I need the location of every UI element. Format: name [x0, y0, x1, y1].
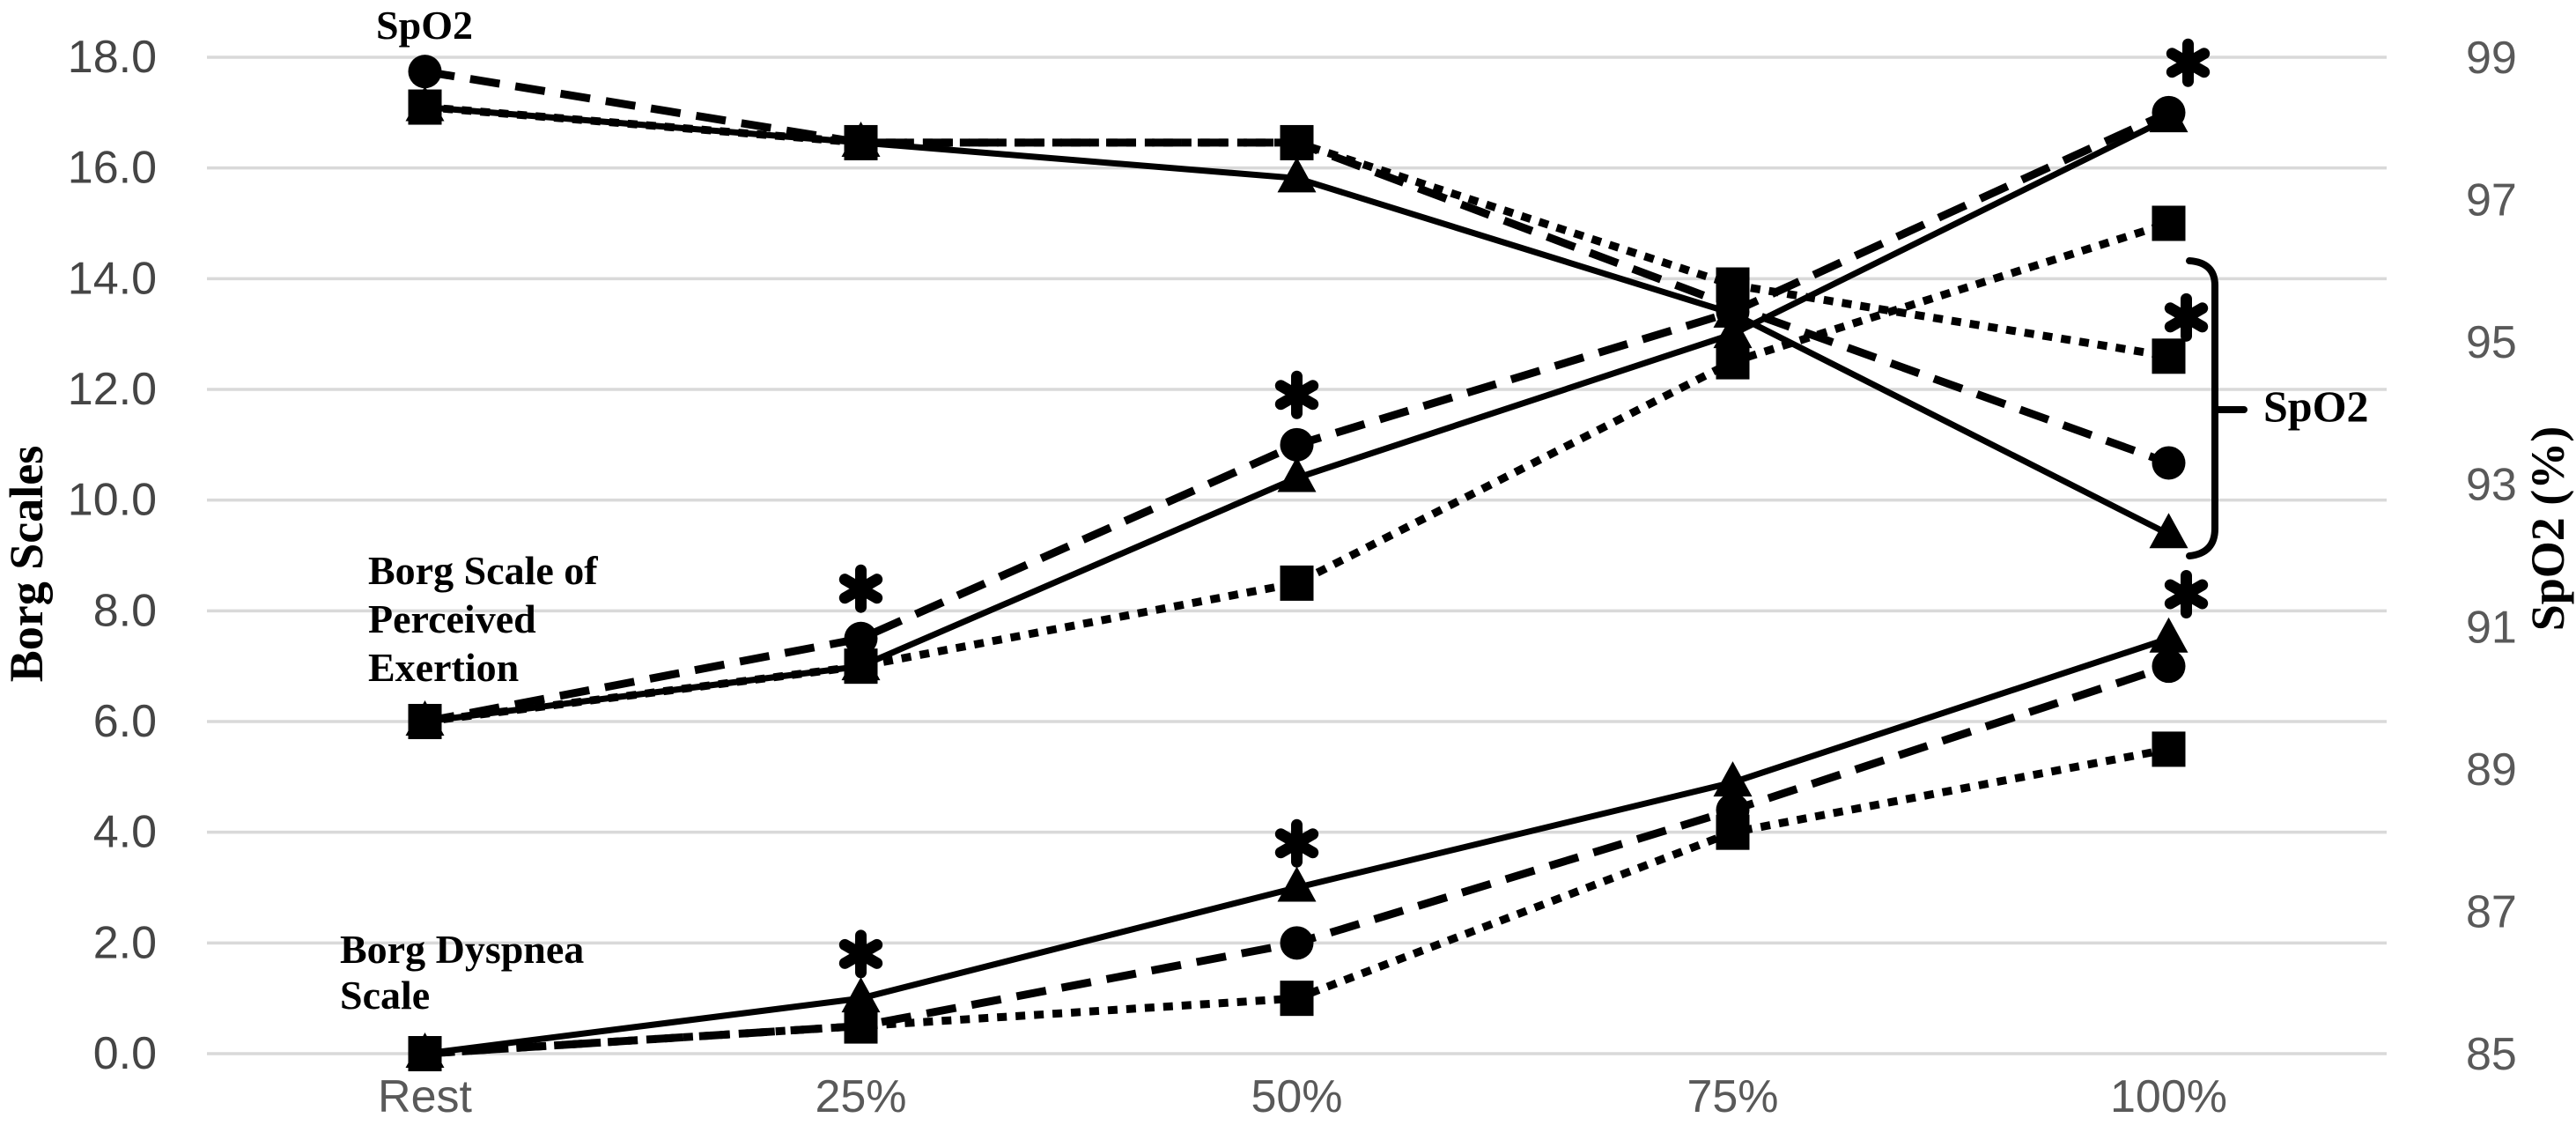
spo2-group-label: SpO2 — [376, 3, 473, 48]
left-axis-tick-label: 0.0 — [93, 1028, 157, 1079]
exertion-group-label-line1: Borg Scale of — [368, 548, 598, 593]
marker-square — [1280, 565, 1314, 601]
exertion-group-label-line2: Perceived — [368, 596, 536, 641]
marker-circle — [1716, 295, 1750, 329]
marker-triangle — [841, 977, 881, 1013]
marker-square — [844, 648, 878, 685]
marker-circle — [1280, 427, 1314, 462]
x-axis-tick-label: 100% — [2110, 1071, 2227, 1122]
marker-square — [2152, 338, 2186, 374]
right-axis-tick-label: 85 — [2466, 1029, 2517, 1080]
marker-square — [1716, 344, 1750, 380]
right-axis-title: SpO2 (%) — [2521, 426, 2574, 632]
marker-square — [1280, 981, 1314, 1017]
left-axis-tick-label: 4.0 — [93, 807, 157, 858]
marker-square — [2152, 731, 2186, 767]
right-axis-tick-label: 93 — [2466, 460, 2517, 511]
marker-square — [844, 1008, 878, 1044]
marker-triangle — [1277, 456, 1317, 492]
left-axis-tick-label: 12.0 — [68, 364, 157, 415]
exertion-group-label-line3: Exertion — [368, 645, 520, 690]
right-axis-tick-label: 87 — [2466, 886, 2517, 937]
marker-square — [2152, 205, 2186, 241]
significance-asterisk — [1274, 828, 1319, 859]
left-axis-tick-label: 16.0 — [68, 143, 157, 194]
right-axis-tick-label: 99 — [2466, 33, 2517, 84]
series-line-solid — [424, 115, 2171, 725]
significance-asterisk — [838, 574, 883, 604]
right-axis-tick-label: 95 — [2466, 317, 2517, 368]
left-axis-tick-label: 6.0 — [93, 696, 157, 747]
x-axis-tick-label: 75% — [1687, 1071, 1778, 1122]
left-axis-title: Borg Scales — [0, 445, 53, 683]
x-axis-tick-label: 50% — [1251, 1071, 1342, 1122]
marker-circle — [844, 621, 878, 655]
left-axis-tick-label: 8.0 — [93, 585, 157, 636]
marker-square — [408, 89, 442, 125]
marker-triangle — [1713, 761, 1753, 797]
significance-asterisk — [838, 938, 883, 969]
marker-square — [408, 1036, 442, 1071]
dyspnea-group-label: Borg Dyspnea Scale — [340, 927, 584, 1018]
marker-circle — [1280, 926, 1314, 960]
marker-square — [1716, 814, 1750, 850]
x-axis-tick-label: Rest — [378, 1071, 472, 1122]
marker-square — [844, 124, 878, 160]
left-axis-tick-label: 14.0 — [68, 253, 157, 304]
marker-triangle — [2149, 97, 2188, 133]
marker-triangle — [2149, 513, 2188, 549]
significance-asterisk — [2164, 579, 2209, 610]
right-axis-tick-label: 97 — [2466, 175, 2517, 226]
dyspnea-group-label-line2: Scale — [340, 973, 431, 1018]
significance-asterisk — [2164, 302, 2209, 333]
marker-square — [408, 704, 442, 739]
exertion-group-label: Borg Scale of Perceived Exertion — [368, 546, 598, 692]
marker-triangle — [1713, 313, 1753, 349]
significance-asterisk — [2166, 48, 2211, 78]
marker-circle — [2152, 446, 2186, 480]
right-axis-tick-label: 91 — [2466, 602, 2517, 653]
series-line-dotted — [424, 219, 2170, 726]
marker-triangle — [1277, 866, 1317, 902]
significance-asterisk — [1274, 380, 1319, 411]
left-axis-tick-label: 18.0 — [68, 32, 157, 83]
marker-triangle — [1277, 157, 1317, 193]
marker-triangle — [2149, 617, 2188, 653]
spo2-bracket-label: SpO2 — [2263, 381, 2369, 431]
left-axis-tick-label: 2.0 — [93, 917, 157, 968]
dyspnea-group-label-line1: Borg Dyspnea — [340, 927, 585, 972]
left-axis-tick-label: 10.0 — [68, 475, 157, 526]
marker-circle — [2152, 649, 2186, 684]
marker-circle — [408, 55, 442, 89]
marker-square — [1280, 124, 1314, 160]
x-axis-tick-label: 25% — [815, 1071, 906, 1122]
right-axis-tick-label: 89 — [2466, 744, 2517, 796]
